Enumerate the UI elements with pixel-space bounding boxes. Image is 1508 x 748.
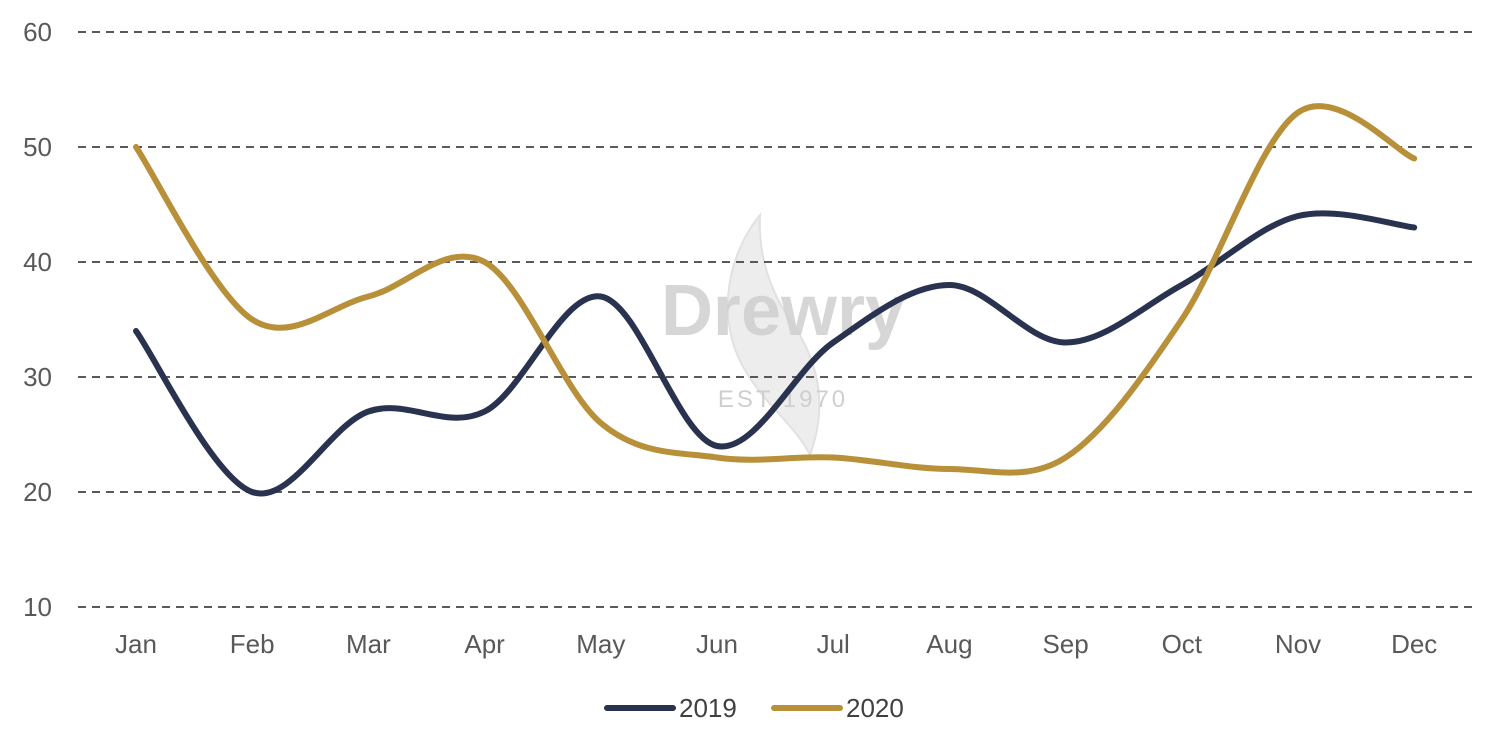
x-tick-label: Jun	[696, 629, 738, 659]
x-tick-label: Apr	[464, 629, 505, 659]
series-layer	[133, 103, 1418, 497]
series-line-2019	[133, 210, 1418, 497]
legend-label: 2020	[846, 693, 904, 723]
x-tick-label: Jul	[817, 629, 850, 659]
x-tick-label: May	[576, 629, 625, 659]
y-tick-label: 10	[23, 592, 52, 622]
x-tick-label: Aug	[926, 629, 972, 659]
legend-item-2020: 2020	[771, 693, 904, 723]
legend: 2019 2020	[604, 693, 904, 723]
y-tick-label: 40	[23, 247, 52, 277]
x-tick-label: Mar	[346, 629, 391, 659]
x-tick-label: Sep	[1042, 629, 1088, 659]
series-2019	[133, 210, 1418, 497]
legend-item-2019: 2019	[604, 693, 737, 723]
y-tick-label: 60	[23, 17, 52, 47]
series-line-2020	[133, 103, 1418, 476]
x-tick-label: Feb	[230, 629, 275, 659]
y-tick-label: 50	[23, 132, 52, 162]
watermark: Drewry EST 1970	[661, 211, 905, 458]
x-axis: Jan Feb Mar Apr May Jun Jul Aug Sep Oct Nov Dec	[115, 629, 1437, 659]
x-tick-label: Jan	[115, 629, 157, 659]
x-tick-label: Nov	[1275, 629, 1321, 659]
gridlines	[78, 31, 1475, 608]
x-tick-label: Dec	[1391, 629, 1437, 659]
series-2020	[133, 103, 1418, 476]
legend-label: 2019	[679, 693, 737, 723]
watermark-brand: Drewry	[661, 271, 905, 351]
y-axis: 10 20 30 40 50 60	[23, 17, 52, 622]
y-tick-label: 20	[23, 477, 52, 507]
y-tick-label: 30	[23, 362, 52, 392]
x-tick-label: Oct	[1162, 629, 1203, 659]
